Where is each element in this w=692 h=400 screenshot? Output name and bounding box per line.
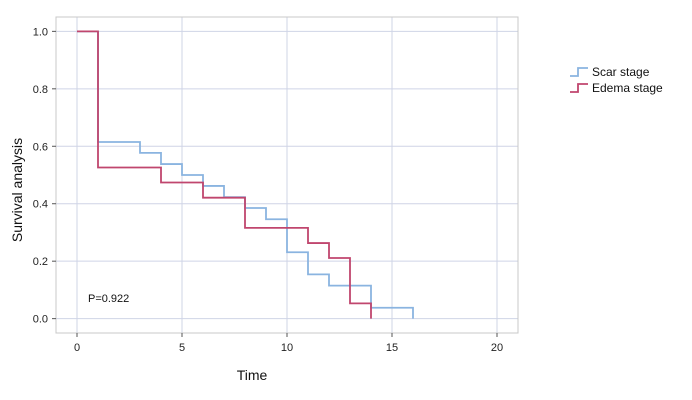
- x-tick-label: 10: [281, 342, 293, 354]
- series-line-edema-stage: [77, 30, 372, 319]
- y-tick-label: 0.8: [33, 84, 48, 96]
- legend-swatch: [570, 67, 588, 77]
- x-tick-label: 0: [74, 342, 80, 354]
- y-tick-label: 0.2: [33, 256, 48, 268]
- x-tick-label: 15: [386, 342, 398, 354]
- x-axis-label: Time: [237, 367, 268, 383]
- axis-ticks: 0 5 10 15 20 0.0 0.2 0.4 0.6 0.8 1.0: [33, 26, 503, 354]
- y-axis-label: Survival analysis: [9, 138, 25, 242]
- legend-swatch: [570, 83, 588, 93]
- series-layer: [77, 30, 414, 319]
- series-line-scar-stage: [77, 30, 414, 319]
- y-tick-label: 0.4: [33, 199, 48, 211]
- y-tick-label: 0.6: [33, 141, 48, 153]
- legend-label: Edema stage: [592, 81, 663, 95]
- gridlines: [56, 17, 518, 333]
- x-tick-label: 5: [179, 342, 185, 354]
- p-value-annotation: P=0.922: [88, 293, 129, 305]
- y-tick-label: 0.0: [33, 314, 48, 326]
- legend: Scar stage Edema stage: [570, 65, 663, 95]
- legend-label: Scar stage: [592, 65, 650, 79]
- y-tick-label: 1.0: [33, 26, 48, 38]
- x-tick-label: 20: [491, 342, 503, 354]
